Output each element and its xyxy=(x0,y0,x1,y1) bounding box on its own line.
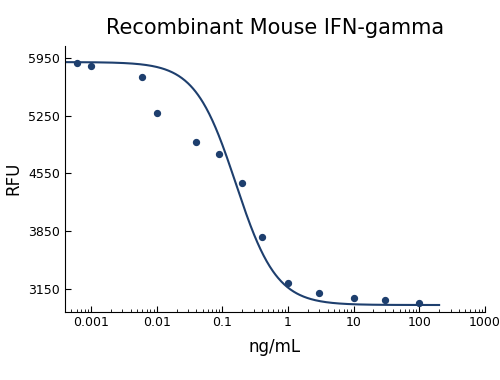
Point xyxy=(192,139,200,145)
Title: Recombinant Mouse IFN-gamma: Recombinant Mouse IFN-gamma xyxy=(106,19,444,38)
Point xyxy=(416,300,424,306)
Point xyxy=(381,297,389,303)
Point xyxy=(153,110,161,116)
Point xyxy=(284,280,292,286)
Point xyxy=(316,290,324,296)
Point xyxy=(238,180,246,186)
X-axis label: ng/mL: ng/mL xyxy=(249,338,301,356)
Point xyxy=(87,63,95,69)
Point xyxy=(216,151,224,157)
Point xyxy=(72,60,80,66)
Point xyxy=(258,234,266,241)
Y-axis label: RFU: RFU xyxy=(4,162,22,195)
Point xyxy=(138,74,146,80)
Point xyxy=(350,294,358,301)
